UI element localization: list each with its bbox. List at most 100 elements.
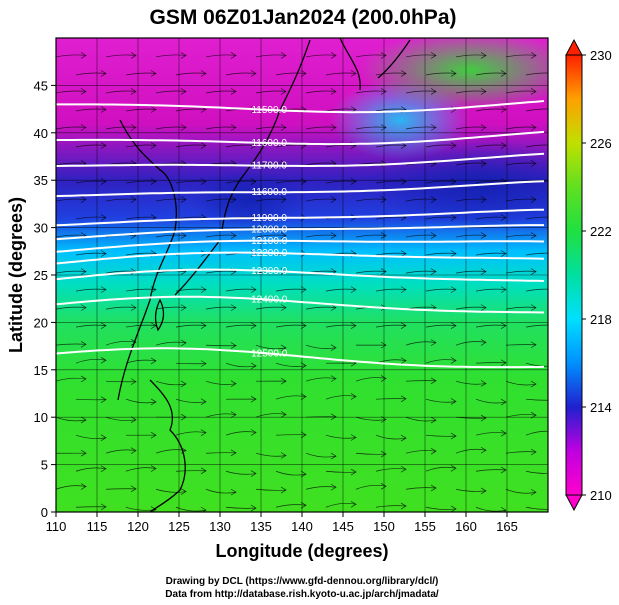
streamline-arrow [80, 196, 87, 203]
streamline [125, 359, 157, 364]
streamline [155, 341, 187, 346]
plot-area: 11500.0 11600.0 11700.0 11600.0 11900.012000… [56, 38, 548, 512]
streamline-arrow [250, 70, 257, 77]
streamline [405, 126, 437, 130]
streamline [105, 449, 137, 454]
streamline-arrow [130, 304, 137, 311]
streamline [255, 234, 287, 238]
streamline-arrow [230, 196, 237, 203]
wind-streamlines [56, 52, 548, 512]
streamline [355, 126, 387, 130]
streamline-arrow [400, 434, 407, 442]
streamline-arrow [450, 178, 457, 185]
streamline [155, 90, 187, 94]
streamline-arrow [100, 503, 107, 511]
streamline-arrow [250, 178, 257, 185]
streamline-arrow [330, 124, 337, 131]
streamline [56, 90, 87, 94]
streamline [56, 162, 87, 166]
credit-data: Data from http://database.rish.kyoto-u.a… [165, 589, 439, 600]
coastline-taiwan [154, 298, 165, 332]
streamline [205, 126, 237, 130]
streamline [75, 324, 107, 328]
streamline-arrow [500, 286, 507, 293]
streamline-arrow [380, 52, 387, 59]
streamline [275, 72, 307, 76]
streamline-arrow [430, 52, 437, 59]
streamline [355, 484, 387, 490]
streamline [56, 306, 87, 310]
streamline-arrow [530, 268, 537, 275]
streamline [355, 416, 387, 421]
streamline [305, 54, 337, 58]
y-tick-label: 40 [34, 126, 48, 141]
streamline-arrow [350, 434, 357, 441]
streamline [175, 180, 207, 184]
y-tick-label: 10 [34, 410, 48, 425]
streamline [75, 288, 107, 292]
streamline-arrow [350, 178, 357, 185]
streamline [525, 324, 548, 328]
streamline [255, 54, 287, 58]
y-axis-ticks: 0 5 10 15 20 25 30 35 40 45 [34, 78, 56, 520]
streamline-arrow [100, 396, 107, 403]
streamline [405, 270, 437, 274]
contour-label: 12200.0 [251, 248, 288, 259]
streamline-arrow [150, 357, 157, 365]
streamline-arrow [80, 268, 87, 275]
coastline-japan [221, 39, 311, 231]
y-tick-label: 0 [41, 505, 48, 520]
streamline [275, 434, 307, 436]
streamline [455, 488, 487, 492]
streamline-arrow [500, 106, 507, 113]
streamline [56, 270, 87, 274]
streamline [325, 502, 357, 508]
streamline [375, 398, 407, 400]
streamline-arrow [230, 52, 237, 59]
streamline-arrow [400, 322, 407, 329]
streamline-arrow [500, 214, 507, 221]
streamline-arrow [300, 393, 307, 400]
y-tick-label: 30 [34, 221, 48, 236]
x-tick-label: 120 [127, 519, 149, 534]
streamline-arrow [450, 286, 457, 293]
streamline-arrow [280, 377, 287, 385]
colorbar-gradient [565, 54, 583, 496]
streamline [255, 126, 287, 130]
contour-line [56, 152, 545, 167]
streamline-arrow [200, 467, 207, 475]
streamline [525, 72, 548, 76]
streamline-arrow [400, 286, 407, 293]
streamline-arrow [430, 416, 437, 424]
streamline-arrow [530, 341, 537, 349]
y-tick-label: 25 [34, 268, 48, 283]
streamline [375, 216, 407, 220]
streamline-arrow [330, 344, 337, 351]
streamline-arrow [230, 449, 237, 457]
streamline [405, 380, 437, 382]
x-tick-label: 110 [46, 519, 67, 534]
streamline [155, 380, 187, 386]
height-contours: 11500.0 11600.0 11700.0 11600.0 11900.012000… [56, 100, 545, 369]
streamline-arrow [450, 357, 457, 364]
streamline-arrow [430, 124, 437, 131]
streamline [455, 54, 487, 58]
streamline-arrow [280, 232, 287, 239]
streamline-arrow [450, 464, 457, 472]
streamline-arrow [330, 483, 337, 491]
streamline [505, 234, 537, 238]
streamline [455, 306, 487, 310]
streamline [475, 469, 507, 472]
contour-label: 11500.0 [251, 105, 287, 116]
contour-line [56, 295, 545, 314]
streamline-arrow [330, 304, 337, 311]
streamline [205, 306, 237, 310]
streamline-arrow [150, 178, 157, 185]
streamline-arrow [150, 214, 157, 221]
streamline [525, 506, 548, 510]
streamline [225, 288, 257, 292]
colorbar-max-arrow [565, 38, 583, 56]
streamline-arrow [450, 505, 457, 512]
streamline-arrow [500, 398, 507, 406]
streamline-arrow [130, 378, 137, 385]
